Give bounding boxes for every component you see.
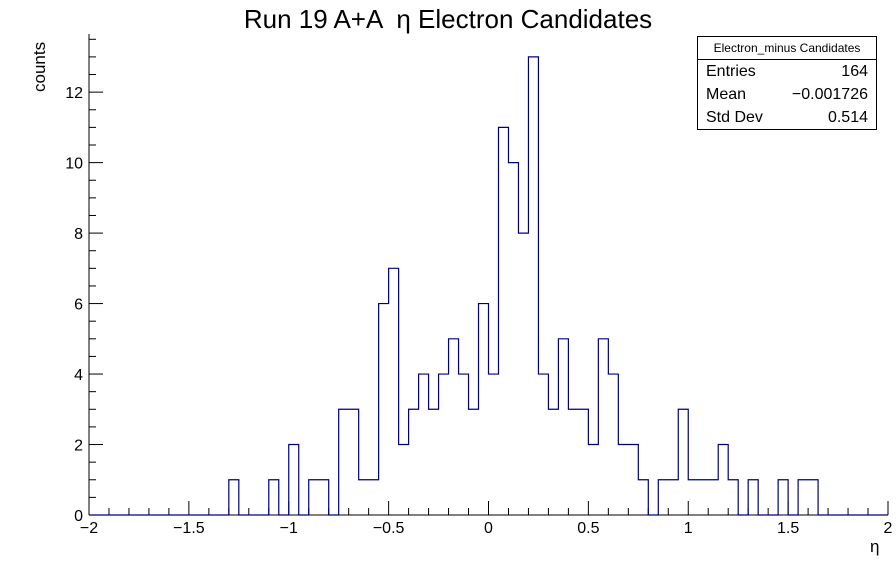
histogram-bin [439, 374, 449, 515]
histogram-bin [528, 57, 538, 515]
histogram-bin [778, 480, 788, 515]
x-tick-label: −2 [80, 520, 98, 537]
x-tick-label: 1 [684, 520, 693, 537]
histogram-bin [479, 304, 489, 515]
histogram-bin [718, 445, 728, 515]
histogram-bin [558, 339, 568, 515]
mean-value: −0.001726 [791, 86, 868, 103]
x-tick-label: 0 [484, 520, 493, 537]
histogram-bin [449, 339, 459, 515]
stats-entries-row: Entries 164 [698, 60, 876, 83]
y-tick-label: 0 [74, 508, 83, 525]
entries-label: Entries [706, 63, 756, 80]
histogram-outline [89, 56, 888, 516]
histogram-bin [688, 480, 698, 515]
x-tick-label: −1 [280, 520, 298, 537]
histogram-bin [678, 409, 688, 515]
y-tick-label: 12 [65, 85, 83, 102]
histogram-bin [708, 480, 718, 515]
stats-box-title: Electron_minus Candidates [698, 37, 876, 60]
histogram-bin [518, 233, 528, 515]
histogram-bin [748, 480, 758, 515]
tick-labels: −2 −1.5 −1 −0.5 0 0.5 1 1.5 2 0 2 4 6 8 10 12 [65, 85, 892, 537]
histogram-bin [319, 480, 329, 515]
histogram-bin [608, 374, 618, 515]
histogram-bin [658, 480, 668, 515]
histogram-bin [568, 409, 578, 515]
histogram-bin [598, 339, 608, 515]
histogram-bin [419, 374, 429, 515]
histogram-bin [798, 480, 808, 515]
histogram-bin [429, 409, 439, 515]
histogram-bin [399, 445, 409, 515]
x-tick-label: −1.5 [173, 520, 205, 537]
y-tick-label: 2 [74, 438, 83, 455]
histogram-bin [638, 480, 648, 515]
histogram-bin [379, 304, 389, 515]
x-tick-label: 1.5 [777, 520, 799, 537]
mean-label: Mean [706, 86, 747, 103]
histogram-bin [628, 445, 638, 515]
histogram-bin [548, 409, 558, 515]
y-tick-label: 8 [74, 226, 83, 243]
x-tick-label: 0.5 [577, 520, 599, 537]
histogram-bin [588, 445, 598, 515]
histogram-bin [498, 127, 508, 515]
std-value: 0.514 [827, 109, 868, 126]
std-label: Std Dev [706, 109, 763, 126]
y-axis-label: counts [30, 41, 49, 92]
x-tick-label: 2 [884, 520, 893, 537]
stats-mean-row: Mean −0.001726 [698, 83, 876, 106]
histogram-bin [469, 409, 479, 515]
x-axis-label: η [870, 537, 880, 556]
histogram-bin [578, 409, 588, 515]
stats-box: Electron_minus Candidates Entries 164 Me… [697, 36, 877, 130]
histogram-bin [668, 480, 678, 515]
histogram-bins [89, 56, 888, 516]
histogram-bin [489, 374, 499, 515]
histogram-bin [229, 480, 239, 515]
histogram-bin [538, 374, 548, 515]
y-tick-label: 4 [74, 367, 83, 384]
chart-title: Run 19 A+A η Electron Candidates [243, 4, 653, 34]
histogram-bin [289, 445, 299, 515]
histogram-bin [459, 374, 469, 515]
histogram-bin [389, 268, 399, 515]
histogram-bin [409, 409, 419, 515]
histogram-bin [309, 480, 319, 515]
histogram-bin [359, 480, 369, 515]
entries-value: 164 [841, 63, 868, 80]
stats-std-row: Std Dev 0.514 [698, 106, 876, 129]
histogram-bin [508, 163, 518, 515]
x-tick-label: −0.5 [373, 520, 405, 537]
histogram-bin [269, 480, 279, 515]
y-tick-label: 6 [74, 297, 83, 314]
histogram-bin [698, 480, 708, 515]
histogram-bin [808, 480, 818, 515]
histogram-bin [618, 445, 628, 515]
histogram-bin [728, 480, 738, 515]
y-tick-label: 10 [65, 156, 83, 173]
histogram-bin [369, 480, 379, 515]
histogram-bin [339, 409, 349, 515]
histogram-bin [349, 409, 359, 515]
